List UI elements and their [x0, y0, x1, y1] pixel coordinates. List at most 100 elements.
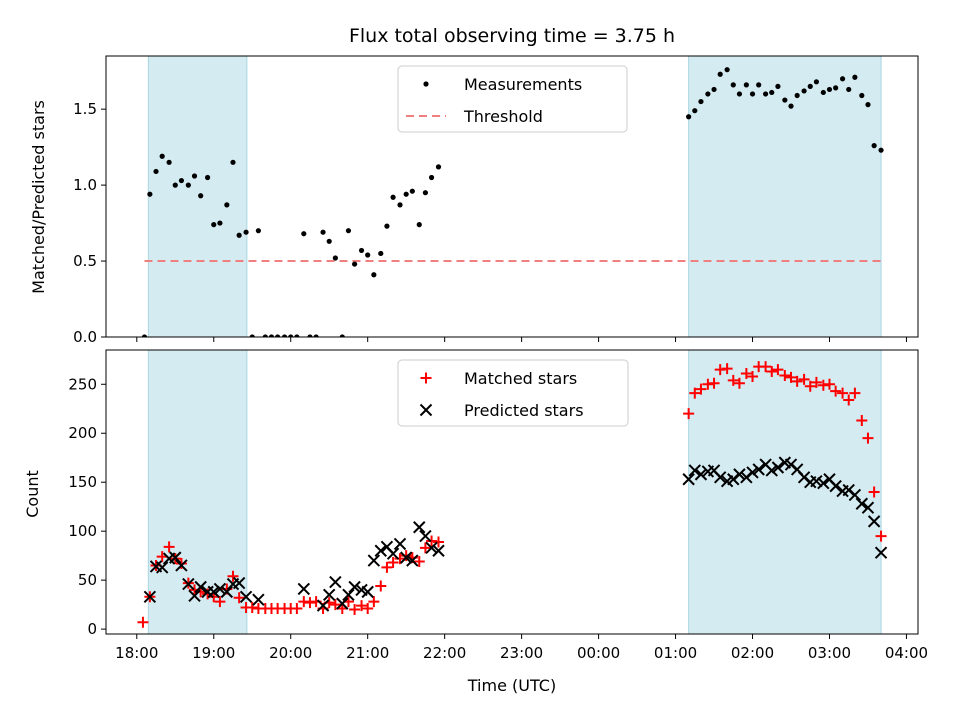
- predicted-stars-point: [874, 546, 888, 559]
- measurement-point: [358, 247, 365, 254]
- measurement-point: [345, 228, 352, 234]
- measurement-point: [826, 86, 833, 93]
- matched-stars-point: [849, 387, 861, 399]
- bottom-axes-frame: [105, 349, 919, 635]
- measurement-point: [820, 89, 826, 96]
- x-tick-label: 20:00: [269, 644, 312, 662]
- measurement-point: [698, 98, 704, 105]
- matched-stars-point: [175, 557, 187, 569]
- matched-stars-point: [368, 596, 380, 608]
- x-tick-label: 23:00: [500, 644, 543, 662]
- measurement-point: [782, 97, 788, 103]
- predicted-stars-point: [188, 589, 201, 603]
- bottom-legend-label: Matched stars: [464, 369, 577, 388]
- predicted-stars-point: [682, 473, 695, 486]
- measurement-point: [736, 91, 743, 97]
- predicted-stars-point: [752, 463, 765, 476]
- x-tick-label: 19:00: [192, 644, 235, 662]
- measurement-point: [153, 168, 159, 175]
- bottom-y-tick-label: 50: [78, 571, 97, 589]
- predicted-stars-point: [297, 582, 311, 596]
- predicted-stars-point: [175, 559, 188, 572]
- predicted-stars-point: [207, 585, 220, 599]
- measurement-point: [255, 228, 261, 234]
- predicted-stars-point: [316, 599, 330, 612]
- bottom-y-tick-label: 200: [68, 424, 97, 442]
- measurement-point: [807, 83, 813, 89]
- measurement-point: [159, 153, 165, 159]
- predicted-stars-point: [143, 590, 157, 603]
- measurement-point: [268, 334, 275, 337]
- measurement-point: [326, 238, 332, 244]
- matched-stars-point: [163, 541, 175, 553]
- matched-stars-point: [733, 377, 745, 389]
- bottom-plot-area: [137, 350, 888, 634]
- predicted-stars-point: [342, 588, 355, 602]
- top-legend-box: [397, 65, 628, 133]
- predicted-stars-point: [329, 575, 342, 589]
- matched-stars-point: [387, 557, 399, 569]
- top-shaded-interval: [147, 56, 248, 337]
- measurement-point: [301, 231, 307, 237]
- measurement-point: [320, 229, 326, 235]
- matched-stars-point: [804, 380, 816, 392]
- predicted-stars-point: [867, 515, 881, 528]
- measurement-point: [730, 82, 736, 88]
- bottom-y-axis-label: Count: [23, 470, 42, 518]
- bottom-series-predicted-stars: [143, 456, 888, 612]
- measurement-point: [217, 220, 223, 226]
- measurement-point: [878, 147, 884, 153]
- measurement-point: [409, 188, 415, 194]
- matched-stars-point: [830, 385, 842, 397]
- matched-stars-point: [810, 376, 822, 388]
- top-axes-frame: [105, 55, 919, 338]
- matched-stars-point: [375, 580, 387, 592]
- measurement-point: [230, 159, 236, 165]
- measurement-point: [281, 334, 288, 337]
- predicted-stars-point: [239, 590, 253, 603]
- measurement-point: [711, 86, 717, 93]
- measurement-point: [294, 334, 300, 337]
- predicted-stars-point: [393, 537, 407, 551]
- matched-stars-point: [721, 363, 733, 375]
- predicted-stars-point: [194, 580, 207, 594]
- matched-stars-point: [760, 361, 772, 373]
- measurement-point: [339, 334, 345, 337]
- measurement-point: [178, 177, 185, 184]
- matched-stars-point: [400, 550, 412, 562]
- top-panel: 0.0 0.5 1.0 1.5 Measurements Threshold: [73, 55, 919, 346]
- measurement-point: [307, 334, 313, 337]
- measurement-point: [705, 91, 711, 97]
- top-legend-label: Threshold: [463, 107, 543, 126]
- matched-stars-point: [683, 408, 695, 420]
- predicted-stars-point: [213, 582, 227, 596]
- measurement-point: [397, 202, 403, 208]
- predicted-stars-point: [361, 585, 374, 599]
- x-tick-label: 04:00: [885, 644, 928, 662]
- measurement-point: [191, 173, 198, 179]
- measurement-point: [352, 261, 358, 267]
- predicted-stars-point: [855, 497, 869, 510]
- measurement-point: [852, 74, 858, 80]
- matched-stars-point: [689, 387, 701, 399]
- measurement-point: [243, 229, 249, 235]
- measurement-point: [172, 182, 178, 188]
- predicted-stars-point: [367, 554, 381, 567]
- measurement-point: [749, 91, 756, 97]
- x-tick-label: 02:00: [731, 644, 774, 662]
- measurement-point: [416, 222, 422, 228]
- measurement-point: [686, 114, 692, 120]
- top-plot-area: [141, 56, 884, 337]
- measurement-point: [236, 232, 242, 238]
- measurement-point: [224, 202, 230, 208]
- matched-stars-point: [862, 432, 874, 444]
- x-tick-label: 21:00: [346, 644, 389, 662]
- matched-stars-point: [740, 368, 752, 380]
- measurement-point: [833, 85, 839, 91]
- predicted-stars-point: [765, 464, 778, 477]
- top-y-tick-label: 1.5: [73, 100, 97, 118]
- measurement-point: [390, 194, 396, 200]
- predicted-stars-point: [829, 479, 842, 493]
- x-tick-label: 03:00: [808, 644, 851, 662]
